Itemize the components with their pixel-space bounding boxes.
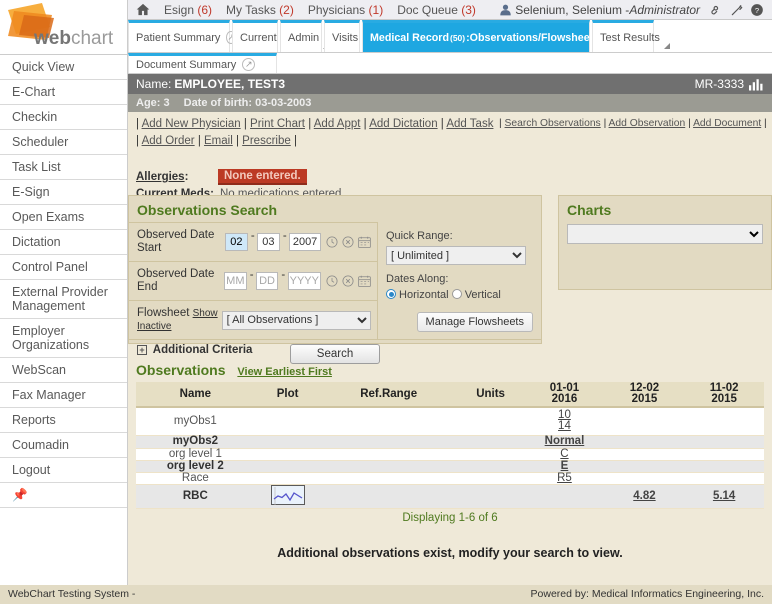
svg-text:?: ? — [755, 5, 759, 14]
